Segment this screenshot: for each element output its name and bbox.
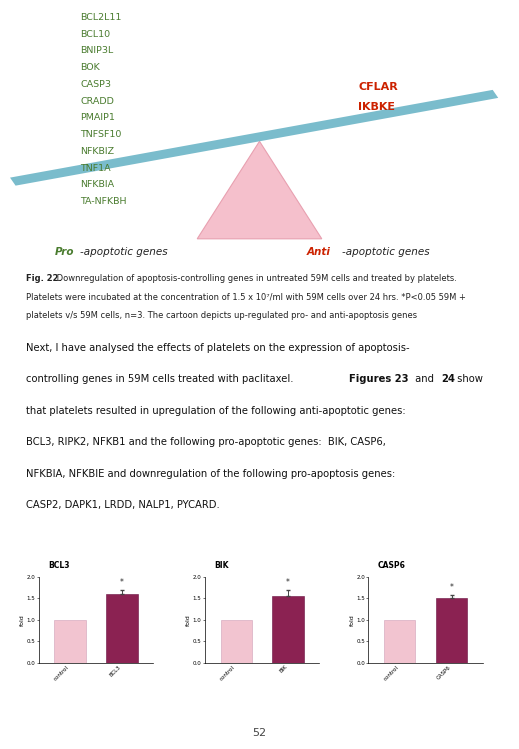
Polygon shape <box>197 142 322 239</box>
Text: 24: 24 <box>441 374 455 384</box>
Text: NFKBIA, NFKBIE and downregulation of the following pro-apoptosis genes:: NFKBIA, NFKBIE and downregulation of the… <box>26 469 395 479</box>
Text: -apoptotic genes: -apoptotic genes <box>80 247 168 257</box>
Text: BCL2L11: BCL2L11 <box>80 13 122 22</box>
Text: Next, I have analysed the effects of platelets on the expression of apoptosis-: Next, I have analysed the effects of pla… <box>26 343 409 353</box>
Text: CASP6: CASP6 <box>378 561 405 570</box>
Bar <box>106 594 138 663</box>
Text: controlling genes in 59M cells treated with paclitaxel.: controlling genes in 59M cells treated w… <box>26 374 296 384</box>
Text: and: and <box>412 374 437 384</box>
Text: TNFSF10: TNFSF10 <box>80 130 122 139</box>
Text: BCL3, RIPK2, NFKB1 and the following pro-apoptotic genes:  BIK, CASP6,: BCL3, RIPK2, NFKB1 and the following pro… <box>26 437 386 447</box>
Bar <box>436 598 467 663</box>
Text: Figures 23: Figures 23 <box>349 374 408 384</box>
Text: CFLAR: CFLAR <box>358 82 398 92</box>
Text: BCL10: BCL10 <box>80 29 111 38</box>
Text: *: * <box>120 577 124 586</box>
Text: BOK: BOK <box>80 63 100 72</box>
Text: NFKBIA: NFKBIA <box>80 181 115 189</box>
Bar <box>54 620 86 663</box>
Text: BCL3: BCL3 <box>48 561 70 570</box>
Text: *: * <box>286 577 290 586</box>
Text: Downregulation of apoptosis-controlling genes in untreated 59M cells and treated: Downregulation of apoptosis-controlling … <box>54 273 457 282</box>
Text: -apoptotic genes: -apoptotic genes <box>342 247 429 257</box>
Y-axis label: fold: fold <box>350 614 355 625</box>
Bar <box>384 620 415 663</box>
Text: NFKBIZ: NFKBIZ <box>80 147 115 156</box>
Text: BIK: BIK <box>214 561 229 570</box>
Text: CASP3: CASP3 <box>80 80 112 89</box>
Text: BNIP3L: BNIP3L <box>80 46 114 55</box>
Text: Anti: Anti <box>306 247 330 257</box>
Text: Platelets were incubated at the concentration of 1.5 x 10⁷/ml with 59M cells ove: Platelets were incubated at the concentr… <box>26 292 466 301</box>
Text: IKBKE: IKBKE <box>358 102 395 112</box>
Text: TA-NFKBH: TA-NFKBH <box>80 197 127 206</box>
Text: CASP2, DAPK1, LRDD, NALP1, PYCARD.: CASP2, DAPK1, LRDD, NALP1, PYCARD. <box>26 500 220 510</box>
Text: TNF1A: TNF1A <box>80 163 111 172</box>
Y-axis label: fold: fold <box>186 614 192 625</box>
Text: 52: 52 <box>252 727 267 738</box>
Text: Pro: Pro <box>54 247 74 257</box>
Text: show: show <box>454 374 482 384</box>
Polygon shape <box>10 90 498 186</box>
Text: PMAIP1: PMAIP1 <box>80 113 115 122</box>
Text: *: * <box>449 583 454 592</box>
Y-axis label: fold: fold <box>20 614 25 625</box>
Text: that platelets resulted in upregulation of the following anti-apoptotic genes:: that platelets resulted in upregulation … <box>26 406 405 416</box>
Text: CRADD: CRADD <box>80 97 114 106</box>
Bar <box>272 596 304 663</box>
Bar <box>221 620 252 663</box>
Text: platelets v/s 59M cells, n=3. The cartoon depicts up-regulated pro- and anti-apo: platelets v/s 59M cells, n=3. The cartoo… <box>26 311 417 320</box>
Text: Fig. 22.: Fig. 22. <box>26 273 62 282</box>
